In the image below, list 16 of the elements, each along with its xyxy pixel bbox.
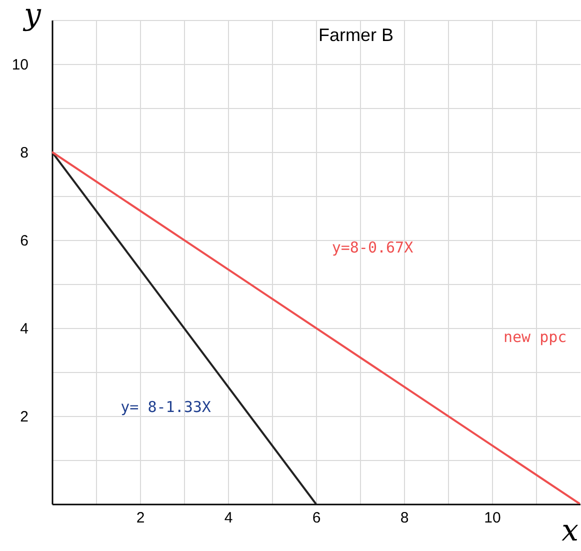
x-tick-label: 8	[400, 510, 409, 526]
x-tick-label: 6	[312, 510, 321, 526]
x-axis-title: x	[562, 514, 579, 548]
annotation: new ppc	[503, 328, 567, 346]
y-tick-label: 2	[20, 408, 28, 426]
y-tick-label: 4	[20, 320, 28, 338]
y-axis-title: y	[22, 0, 42, 32]
annotation: y=8-0.67X	[332, 238, 414, 256]
y-tick-label: 6	[20, 232, 28, 250]
x-tick-label: 4	[224, 510, 233, 526]
y-tick-label: 10	[12, 56, 28, 74]
chart-title: Farmer B	[318, 25, 394, 45]
x-tick-label: 2	[136, 510, 145, 526]
annotation: y= 8-1.33X	[120, 398, 211, 416]
y-tick-label: 8	[20, 144, 28, 162]
x-tick-label: 10	[484, 510, 501, 526]
